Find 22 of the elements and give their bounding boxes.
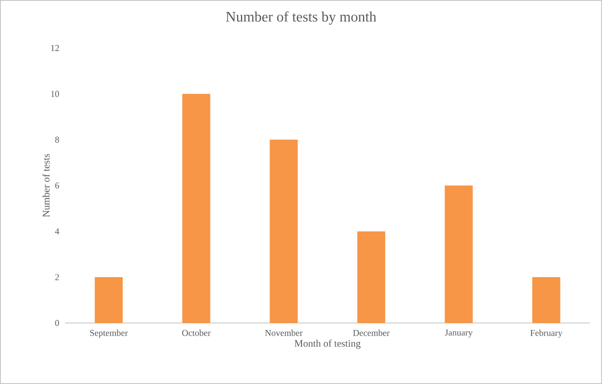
y-axis-title: Number of tests [42,154,50,218]
bar [444,185,473,323]
x-tick-label: February [530,330,562,338]
bar [270,140,298,323]
y-tick-label: 12 [51,45,59,51]
x-axis-title: Month of testing [294,340,361,349]
bar [182,94,210,323]
x-tick-label: December [353,330,390,336]
y-tick-label: 0 [55,320,60,326]
y-tick-label: 4 [55,228,60,234]
x-tick-label: January [445,330,473,338]
bar [357,231,386,323]
y-tick-label: 6 [55,182,60,189]
y-tick-label: 2 [55,274,59,280]
x-tick-label: November [265,330,303,336]
bar [532,277,560,323]
chart-title: Number of tests by month [226,11,376,25]
x-tick-label: October [182,330,211,336]
y-tick-label: 8 [55,136,60,143]
y-tick-label: 10 [51,90,60,97]
x-tick-label: September [90,330,128,338]
bar [94,277,123,323]
